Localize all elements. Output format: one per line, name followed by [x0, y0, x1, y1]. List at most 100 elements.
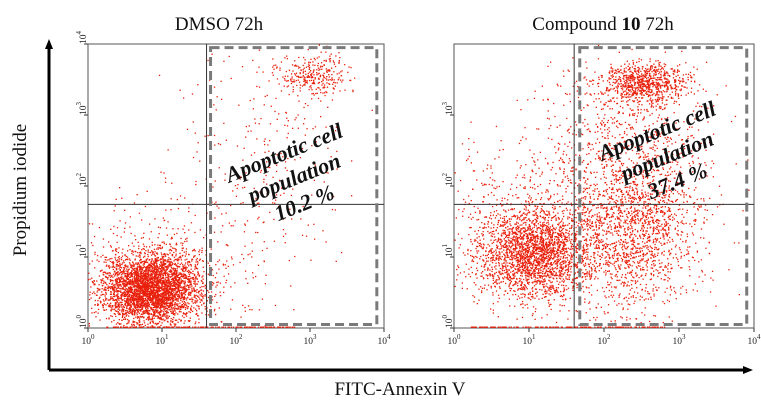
scatter-point — [201, 249, 203, 252]
scatter-point — [133, 245, 135, 247]
scatter-point — [210, 248, 212, 250]
scatter-point — [286, 55, 288, 57]
scatter-point — [148, 317, 150, 320]
scatter-point — [329, 55, 331, 57]
scatter-point — [130, 312, 132, 314]
scatter-point — [185, 285, 187, 287]
scatter-point — [161, 300, 163, 302]
scatter-point — [184, 320, 186, 322]
scatter-point — [162, 267, 164, 269]
scatter-point — [162, 293, 164, 295]
scatter-point — [176, 265, 178, 267]
scatter-point — [524, 261, 526, 263]
scatter-point — [159, 321, 161, 323]
scatter-point — [288, 151, 290, 153]
scatter-point — [170, 245, 172, 248]
scatter-point — [112, 268, 114, 271]
scatter-point — [150, 278, 152, 280]
scatter-point — [184, 313, 186, 315]
scatter-point — [179, 289, 182, 291]
scatter-point — [162, 275, 164, 277]
scatter-point — [124, 265, 126, 267]
scatter-point — [159, 279, 161, 281]
scatter-point — [498, 277, 501, 279]
scatter-point — [145, 284, 147, 286]
scatter-point — [125, 255, 127, 257]
scatter-point — [146, 289, 149, 292]
scatter-point — [112, 261, 114, 263]
scatter-point — [172, 269, 174, 271]
scatter-point — [293, 326, 296, 328]
scatter-point — [299, 76, 301, 78]
scatter-point — [139, 293, 141, 296]
scatter-point — [161, 322, 163, 324]
scatter-point — [128, 274, 130, 276]
scatter-point — [120, 274, 123, 276]
scatter-point — [201, 300, 203, 302]
scatter-point — [214, 203, 216, 205]
scatter-point — [128, 299, 130, 301]
scatter-point — [116, 285, 118, 287]
scatter-point — [172, 312, 174, 314]
scatter-point — [153, 288, 155, 291]
scatter-point — [153, 276, 155, 279]
scatter-point — [146, 266, 148, 268]
scatter-point — [119, 323, 121, 325]
scatter-point — [314, 164, 316, 166]
scatter-point — [135, 280, 137, 282]
scatter-point — [258, 216, 260, 218]
scatter-point — [201, 299, 203, 301]
scatter-point — [143, 302, 146, 305]
scatter-point — [292, 89, 294, 91]
scatter-point — [505, 260, 507, 262]
scatter-point — [197, 271, 199, 273]
scatter-point — [163, 272, 165, 274]
scatter-point — [165, 290, 167, 292]
scatter-point — [103, 282, 105, 284]
scatter-point — [157, 260, 159, 262]
scatter-point — [124, 254, 126, 256]
scatter-point — [111, 266, 113, 268]
scatter-point — [323, 76, 325, 78]
scatter-point — [135, 287, 137, 289]
scatter-point — [134, 235, 136, 237]
scatter-point — [502, 221, 504, 223]
scatter-point — [140, 265, 142, 267]
scatter-point — [147, 317, 149, 319]
scatter-point — [243, 147, 245, 149]
scatter-point — [156, 290, 158, 292]
scatter-point — [197, 274, 199, 276]
scatter-point — [184, 303, 186, 306]
scatter-point — [116, 301, 118, 303]
scatter-point — [128, 280, 130, 282]
scatter-point — [313, 81, 315, 83]
scatter-point — [147, 308, 149, 310]
scatter-point — [128, 283, 131, 286]
scatter-point — [324, 164, 326, 166]
scatter-point — [159, 270, 161, 272]
scatter-point — [130, 287, 132, 289]
scatter-point — [151, 259, 153, 261]
scatter-point — [169, 249, 171, 251]
scatter-point — [115, 265, 118, 267]
scatter-point — [158, 273, 161, 275]
scatter-point — [220, 80, 222, 82]
scatter-point — [317, 65, 319, 67]
scatter-point — [188, 278, 190, 280]
scatter-point — [159, 274, 161, 276]
scatter-point — [162, 258, 164, 261]
scatter-point — [136, 304, 138, 306]
scatter-point — [214, 180, 216, 182]
scatter-point — [108, 282, 111, 285]
scatter-point — [164, 266, 166, 268]
scatter-point — [164, 259, 166, 261]
scatter-point — [127, 320, 130, 322]
scatter-point — [143, 277, 145, 279]
scatter-point — [136, 274, 138, 276]
scatter-point — [303, 56, 305, 59]
scatter-point — [140, 316, 142, 318]
scatter-point — [172, 311, 174, 313]
scatter-point — [260, 171, 262, 173]
scatter-point — [332, 195, 335, 198]
scatter-point — [138, 324, 140, 326]
